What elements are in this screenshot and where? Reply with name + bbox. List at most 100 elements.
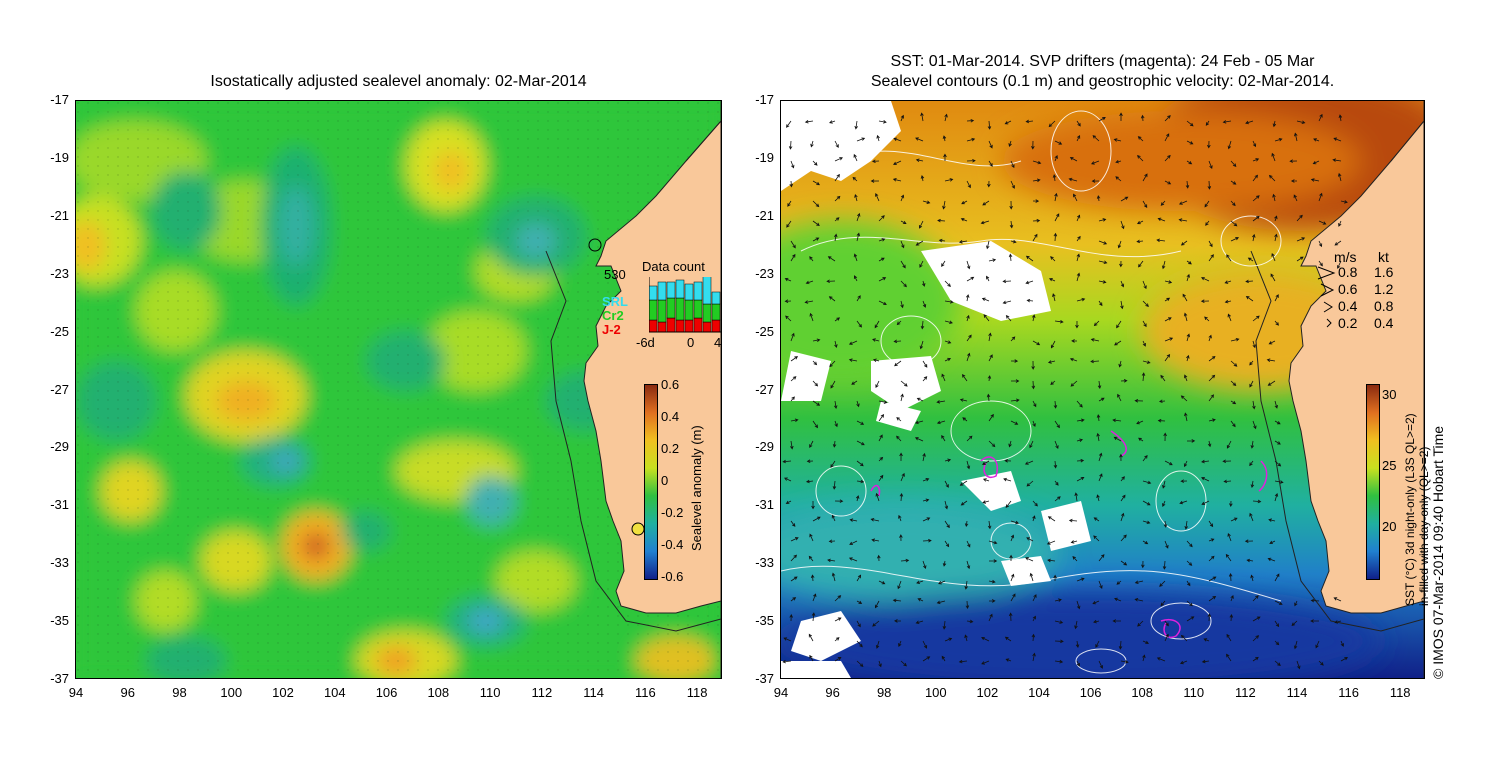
velocity-vector <box>1134 399 1144 403</box>
velocity-vector <box>1312 160 1320 165</box>
velocity-vector <box>812 180 820 186</box>
velocity-vector <box>856 600 863 604</box>
left-panel-x-tick: 100 <box>220 685 243 700</box>
velocity-vector <box>1076 400 1083 408</box>
velocity-vector <box>874 600 880 609</box>
velocity-vector <box>1048 120 1056 128</box>
velocity-vector <box>1112 418 1122 423</box>
velocity-vector <box>1032 199 1040 203</box>
velocity-vector <box>782 459 792 464</box>
velocity-vector <box>1183 460 1188 468</box>
left-panel-x-tick: 114 <box>583 685 604 700</box>
velocity-vector <box>1142 480 1152 485</box>
velocity-vector <box>944 637 953 642</box>
velocity-vector <box>878 413 885 422</box>
velocity-vector <box>1244 539 1254 543</box>
velocity-vector <box>1200 299 1210 303</box>
velocity-vector <box>878 277 887 282</box>
velocity-vector <box>871 159 880 164</box>
velocity-vector <box>941 373 946 382</box>
velocity-vector <box>1340 640 1344 647</box>
velocity-vector <box>856 137 866 142</box>
velocity-vector <box>804 300 814 304</box>
legend-ms-2: 0.4 <box>1338 298 1358 314</box>
velocity-vector <box>918 220 924 229</box>
velocity-vector <box>1186 120 1194 127</box>
right-panel-y-tick: -35 <box>755 613 774 629</box>
velocity-vector <box>1337 260 1342 269</box>
velocity-vector <box>878 434 883 442</box>
velocity-vector <box>1052 174 1057 182</box>
velocity-vector <box>900 558 910 563</box>
velocity-vector <box>1136 420 1144 425</box>
data-count-bar <box>693 299 703 319</box>
velocity-vector <box>827 558 836 563</box>
velocity-vector <box>1115 176 1122 182</box>
velocity-vector <box>1054 620 1064 624</box>
velocity-vector <box>1010 534 1015 542</box>
velocity-vector <box>1093 619 1100 624</box>
velocity-vector <box>987 120 992 130</box>
velocity-vector <box>1252 174 1258 182</box>
velocity-vector <box>878 474 884 482</box>
velocity-vector <box>834 157 843 162</box>
velocity-vector <box>1118 640 1123 650</box>
velocity-vector <box>810 140 814 148</box>
velocity-vector <box>1252 595 1259 602</box>
velocity-vector <box>1182 293 1188 302</box>
velocity-vector <box>1294 132 1298 142</box>
velocity-vector <box>1252 656 1259 662</box>
velocity-vector <box>812 220 820 227</box>
velocity-vector <box>853 153 858 162</box>
velocity-vector <box>1010 520 1020 525</box>
data-count-bar <box>675 279 685 299</box>
velocity-vector <box>1070 540 1078 544</box>
velocity-vector <box>849 518 858 522</box>
sla-cb-tick-2: 0.2 <box>661 441 680 456</box>
left-panel-x-tick: 106 <box>375 685 398 700</box>
velocity-vector <box>1186 580 1191 587</box>
velocity-vector <box>1073 193 1078 202</box>
velocity-vector <box>1137 136 1144 142</box>
velocity-vector <box>1138 437 1144 442</box>
velocity-vector <box>1230 400 1237 405</box>
velocity-vector <box>960 217 968 222</box>
velocity-vector <box>1164 540 1169 549</box>
velocity-vector <box>938 580 946 585</box>
velocity-vector <box>1252 233 1256 242</box>
velocity-vector <box>1162 560 1167 570</box>
velocity-vector <box>1004 636 1012 642</box>
velocity-vector <box>1026 298 1034 303</box>
velocity-vector <box>1098 397 1105 402</box>
velocity-vector <box>1250 440 1255 449</box>
velocity-vector <box>1076 235 1081 242</box>
velocity-vector <box>856 320 862 328</box>
velocity-vector <box>849 540 858 545</box>
velocity-vector <box>1293 194 1298 202</box>
velocity-vector <box>1186 260 1192 265</box>
velocity-vector <box>1252 400 1256 410</box>
velocity-vector <box>1310 598 1320 603</box>
velocity-vector <box>1274 420 1281 425</box>
right-panel-x-tick: 94 <box>773 685 789 700</box>
velocity-vector <box>1117 240 1122 249</box>
data-count-bar <box>649 285 658 301</box>
velocity-vector <box>790 554 798 562</box>
velocity-vector <box>1098 280 1107 284</box>
velocity-vector <box>1208 520 1214 528</box>
legend-kt-1: 1.2 <box>1374 281 1394 297</box>
left-panel-x-tick: 104 <box>323 685 346 700</box>
sealevel-anomaly-map: 530 Data count SRL Cr2 J-2 -6d 0 4 0.6 0… <box>75 100 722 679</box>
velocity-vector <box>1160 200 1166 206</box>
velocity-vector <box>1003 477 1012 482</box>
velocity-vector <box>982 200 990 206</box>
velocity-vector <box>1180 634 1188 642</box>
velocity-vector <box>1031 314 1036 322</box>
velocity-vector <box>1224 280 1232 284</box>
velocity-vector <box>1137 155 1144 162</box>
left-panel-y-tick: -19 <box>50 149 69 165</box>
velocity-vector <box>1032 160 1042 165</box>
velocity-vector <box>1230 160 1237 168</box>
velocity-vector <box>966 180 971 189</box>
velocity-vector <box>1245 279 1254 284</box>
